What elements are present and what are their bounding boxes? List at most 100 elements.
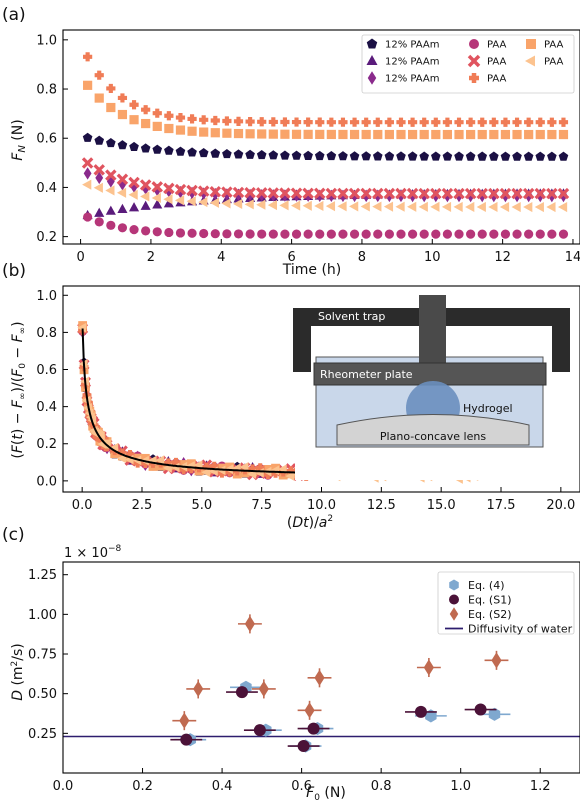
panel-a-series-0-point — [245, 149, 255, 159]
panel-c-x-tick-label: 0.8 — [371, 779, 392, 794]
panel-a-series-0-point — [419, 151, 430, 161]
panel-a-series-3-point — [407, 229, 418, 239]
panel-a-series-7-point — [372, 201, 382, 212]
panel-b-series-6-point — [217, 468, 227, 478]
panel-a-series-2-point — [350, 189, 359, 203]
panel-a-series-7-point — [93, 182, 103, 193]
panel-a-series-0-point — [500, 151, 511, 161]
panel-a-series-5-point — [361, 117, 371, 127]
panel-a-series-7-point — [523, 201, 533, 213]
panel-b-x-axis-label: (Dt)/a2 — [287, 514, 333, 531]
panel-c-series-2-point — [258, 680, 269, 698]
panel-c-series-2-point — [193, 680, 204, 698]
panel-a-series-3-point — [547, 229, 557, 239]
panel-a-series-7-point — [546, 201, 556, 213]
panel-a-series-4-point — [406, 187, 419, 200]
panel-b-series-7-point — [254, 467, 264, 478]
panel-c-scale-label: 1 × 10−8 — [64, 544, 122, 561]
panel-a-series-6-point — [233, 128, 244, 139]
panel-a-series-7-point — [302, 200, 312, 211]
panel-a-series-6-point — [257, 129, 267, 139]
panel-a-series-0-point — [198, 147, 209, 158]
panel-a-series-6-point — [164, 123, 174, 134]
panel-a-series-7-point — [174, 195, 185, 206]
panel-a-series-5-point — [94, 70, 104, 80]
panel-a-series-2-point — [269, 189, 278, 202]
panel-a-series-0-point — [547, 151, 557, 161]
panel-b-series-6-point — [163, 458, 173, 468]
panel-a-x-tick-label: 14 — [565, 250, 580, 265]
panel-a-series-5-point — [535, 117, 545, 127]
panel-c-frame — [62, 561, 580, 774]
panel-a-x-tick-label: 2 — [147, 250, 155, 265]
panel-a-series-2-point — [95, 171, 104, 185]
panel-a-series-4-point — [453, 187, 465, 200]
panel-a-series-5-point — [396, 117, 406, 127]
panel-a-series-0-point — [164, 145, 174, 155]
panel-a-series-3-point — [466, 229, 476, 239]
panel-a-series-7-point — [105, 185, 115, 196]
panel-a-series-5-point — [245, 116, 255, 127]
panel-c-legend-marker-0 — [449, 579, 459, 591]
panel-a-x-tick-label: 0 — [76, 250, 84, 265]
panel-a-series-5-point — [512, 117, 522, 127]
panel-a-series-3-point — [291, 229, 302, 239]
panel-b-series-7-point — [285, 471, 295, 481]
panel-c-y-axis-label: D (m2/s) — [10, 643, 26, 701]
panel-c-series-1-point — [414, 705, 427, 718]
panel-a-series-5-point — [210, 115, 220, 126]
panel-c-series-2-point — [304, 702, 315, 719]
panel-b-x-tick-label: 7.5 — [251, 498, 272, 513]
panel-b-y-tick-label: 1.0 — [36, 289, 57, 304]
hydrogel-label: Hydrogel — [463, 402, 513, 415]
panel-a-series-4-point — [546, 187, 558, 200]
panel-a-series-7-point — [151, 192, 161, 204]
panel-a-series-7-point — [488, 201, 498, 213]
panel-a-series-7-point — [465, 201, 475, 213]
panel-a-x-axis-label: Time (h) — [282, 262, 342, 278]
panel-b-series-6-point — [171, 457, 181, 467]
panel-a-series-6-point — [303, 129, 313, 139]
panel-a-series-3-point — [199, 228, 209, 239]
panel-a-y-axis-label: FN (N) — [10, 119, 28, 160]
panel-a-series-5-point — [257, 117, 267, 127]
panel-a-series-0-point — [82, 132, 93, 142]
panel-a-series-0-point — [187, 147, 197, 157]
panel-a-series-3-point — [431, 229, 441, 239]
panel-a-series-3-point — [152, 227, 162, 237]
panel-c-series-1-point — [297, 740, 310, 753]
panel-a-series-7-point — [534, 201, 544, 213]
panel-a-x-tick-label: 4 — [217, 250, 225, 265]
panel-a-series-7-point — [499, 201, 510, 213]
panel-a-series-4-point — [464, 187, 477, 200]
panel-a-series-6-point — [477, 129, 487, 140]
panel-a-series-0-point — [430, 151, 441, 161]
panel-a-series-2-point — [455, 189, 463, 203]
panel-a-series-4-point — [244, 186, 256, 199]
panel-b-series-6-point — [255, 463, 265, 473]
panel-b-y-axis-label: (F(t) − F∞)/(F0 − F∞) — [10, 321, 28, 458]
panel-a-series-6-point — [187, 126, 197, 136]
panel-a-series-2-point — [222, 188, 231, 201]
panel-c-x-tick-label: 1.0 — [450, 779, 471, 794]
panel-a-legend: 12% PAAm 12% PAAm 12% PAAm PAA PAA PAA PAA PAA — [361, 34, 575, 94]
panel-a-legend-marker-5 — [469, 73, 479, 83]
panel-c-x-tick-label: 0.4 — [212, 779, 233, 794]
panel-a-series-0-point — [175, 146, 186, 156]
panel-a-series-4-point — [186, 184, 198, 197]
panel-a-series-5-point — [349, 117, 360, 127]
panel-a-series-6-point — [407, 129, 418, 140]
panel-a-series-2-point — [304, 189, 313, 202]
panel-a-series-7-point — [244, 199, 254, 210]
panel-a-series-3-point — [512, 229, 522, 239]
panel-a-series-0-point — [349, 151, 360, 161]
panel-a-series-3-point — [222, 229, 232, 239]
panel-a-series-4-point — [197, 185, 210, 197]
panel-a-series-1-point — [152, 199, 163, 209]
panel-a-series-2-point — [385, 189, 394, 203]
panel-a-series-4-point — [116, 173, 129, 186]
panel-a-series-1-point — [105, 205, 116, 215]
panel-a-series-6-point — [94, 93, 104, 103]
panel-a-series-0-point — [326, 151, 337, 161]
panel-a-series-0-point — [314, 150, 325, 161]
